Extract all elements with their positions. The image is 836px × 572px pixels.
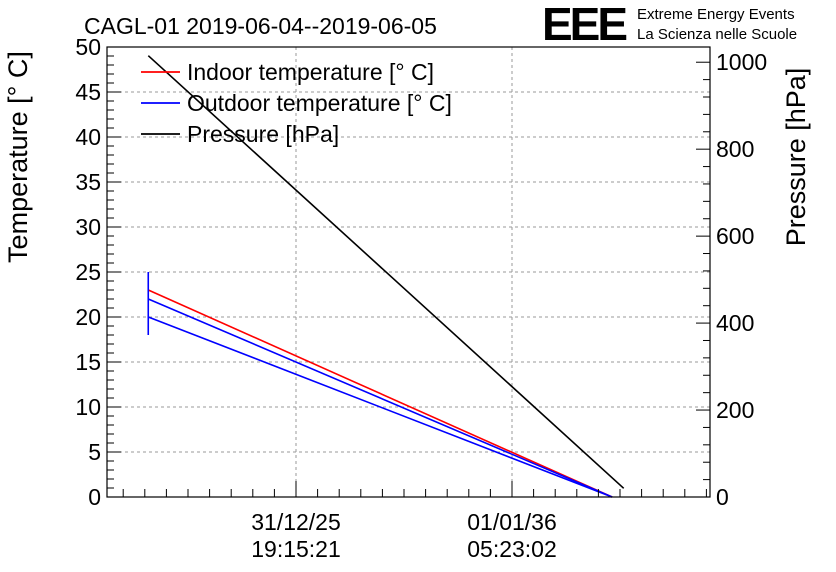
x-tick-label-date: 01/01/36	[467, 509, 557, 535]
y-tick-label: 30	[75, 214, 101, 240]
y2-tick-label: 400	[716, 310, 754, 336]
series-line-pressure	[147, 55, 625, 489]
series-line-outdoor-low	[148, 316, 613, 498]
y-tick-label: 20	[75, 304, 101, 330]
series-line-indoor	[147, 289, 613, 498]
y-tick-label: 25	[75, 259, 101, 285]
y-tick-label: 15	[75, 349, 101, 375]
y-tick-label: 35	[75, 169, 101, 195]
y2-axis-label: Pressure [hPa]	[781, 68, 811, 247]
y2-tick-label: 1000	[716, 49, 767, 75]
y-tick-label: 5	[88, 439, 101, 465]
y2-tick-label: 600	[716, 223, 754, 249]
y2-tick-label: 0	[716, 484, 729, 510]
eee-logo: EEE Extreme Energy Events La Scienza nel…	[542, 0, 797, 50]
y-axis-label: Temperature [° C]	[3, 51, 33, 263]
chart-title: CAGL-01 2019-06-04--2019-06-05	[84, 13, 437, 39]
y-tick-label: 0	[88, 484, 101, 510]
x-tick-label-time: 19:15:21	[251, 536, 341, 562]
series-line-outdoor	[147, 298, 613, 498]
series-layer	[147, 55, 625, 498]
y-tick-label: 50	[75, 34, 101, 60]
y2-tick-label: 200	[716, 397, 754, 423]
logo-line1: Extreme Energy Events	[637, 6, 795, 23]
x-tick-label-date: 31/12/25	[251, 509, 341, 535]
y2-tick-label: 800	[716, 136, 754, 162]
logo-mark: EEE	[542, 0, 626, 50]
logo-line2: La Scienza nelle Scuole	[637, 26, 797, 43]
legend-entry-indoor-label: Indoor temperature [° C]	[187, 59, 434, 85]
legend: Indoor temperature [° C] Outdoor temperat…	[141, 59, 452, 147]
legend-entry-pressure-label: Pressure [hPa]	[187, 121, 339, 147]
axis-ticks	[107, 46, 710, 498]
legend-entry-outdoor-label: Outdoor temperature [° C]	[187, 90, 452, 116]
y-tick-label: 40	[75, 124, 101, 150]
y-tick-label: 45	[75, 79, 101, 105]
y-tick-label: 10	[75, 394, 101, 420]
x-tick-label-time: 05:23:02	[467, 536, 557, 562]
